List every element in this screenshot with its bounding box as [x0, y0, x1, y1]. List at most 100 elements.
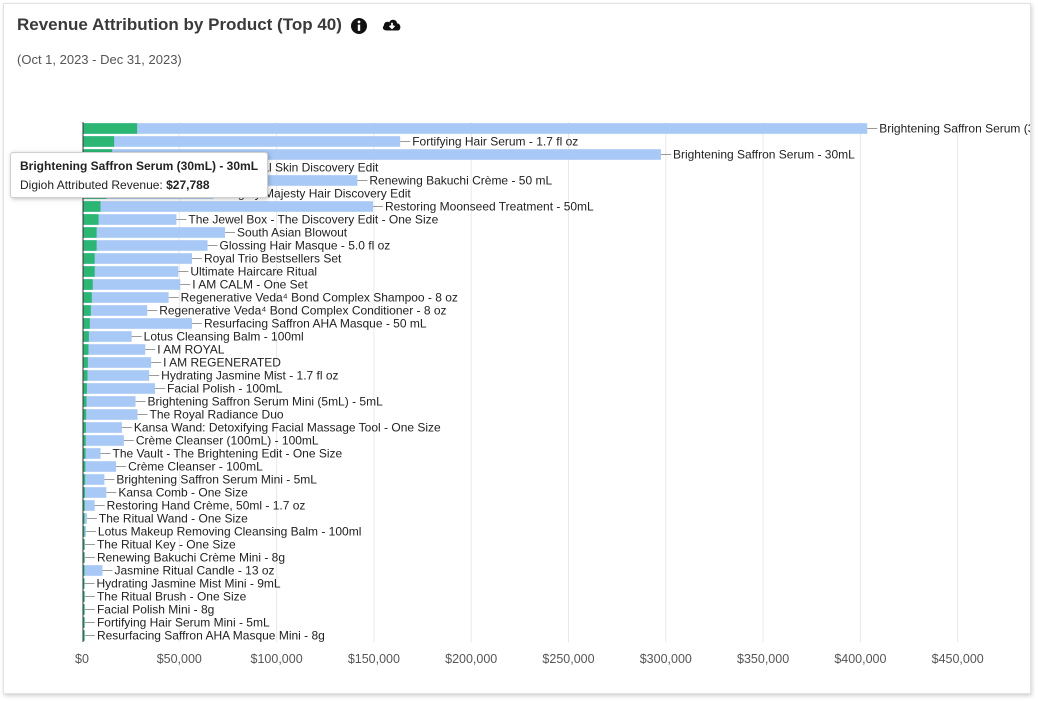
x-tick-label: $0 [75, 652, 89, 666]
bar-total [83, 240, 208, 251]
bar-label: I AM ROYAL [157, 343, 224, 357]
bar-chart: $0 $50,000 $100,000 $150,000 $200,000 $250,00… [75, 122, 1030, 666]
bar-attributed [83, 461, 86, 472]
bar-label: The Jewel Box - The Discovery Edit - One… [188, 213, 438, 227]
bar-total [83, 331, 132, 342]
bar-label: The Vault - The Brightening Edit - One S… [113, 447, 343, 461]
tooltip-value: $27,788 [166, 178, 210, 192]
bar-attributed [83, 565, 85, 576]
x-tick-label: $250,000 [542, 652, 594, 666]
bar-label: Restoring Hand Crème, 50ml - 1.7 oz [107, 499, 306, 513]
bar-total [83, 448, 101, 459]
x-tick-label: $50,000 [157, 652, 202, 666]
bar-total [83, 435, 124, 446]
bar-total [83, 370, 150, 381]
bar-attributed [83, 292, 92, 303]
cloud-download-icon[interactable] [381, 15, 403, 35]
bar-attributed [83, 487, 85, 498]
x-tick-label: $300,000 [640, 652, 692, 666]
bar-label: Regenerative Veda⁴ Bond Complex Shampoo … [181, 291, 458, 305]
bar-attributed [83, 266, 95, 277]
bar-total [83, 214, 177, 225]
bar-label: Brightening Saffron Serum Mini (5mL) - 5… [148, 395, 384, 409]
bar-label: Royal Skin Discovery Edit [241, 161, 379, 175]
info-icon[interactable] [349, 16, 369, 36]
bar-label: Kansa Wand: Detoxifying Facial Massage T… [134, 421, 441, 435]
bar-label: Lotus Cleansing Balm - 100ml [144, 330, 304, 344]
bar-label: Facial Polish Mini - 8g [97, 603, 214, 617]
bar-total [83, 565, 103, 576]
bar-label: Ultimate Haircare Ritual [190, 265, 317, 279]
bar-label: Crème Cleanser - 100mL [128, 460, 263, 474]
bar-attributed [83, 500, 85, 511]
bar-label: Fortifying Hair Serum Mini - 5mL [97, 616, 270, 630]
chart-card: $0 $50,000 $100,000 $150,000 $200,000 $250,00… [3, 3, 1031, 694]
bar-attributed [83, 513, 85, 524]
bar-total [83, 279, 181, 290]
bar-attributed [83, 331, 89, 342]
bar-attributed [83, 474, 86, 485]
bar-attributed [83, 370, 88, 381]
bar-total [83, 227, 226, 238]
bar-label: Jasmine Ritual Candle - 13 oz [114, 564, 274, 578]
bar-label: Resurfacing Saffron AHA Masque Mini - 8g [97, 629, 325, 643]
bar-attributed [83, 526, 85, 537]
bar-attributed [83, 578, 85, 589]
bar-label: Brightening Saffron Serum Mini - 5mL [116, 473, 317, 487]
tooltip-label: Digioh Attributed Revenue: [20, 178, 163, 192]
bar-label: Restoring Moonseed Treatment - 50mL [385, 200, 594, 214]
chart-tooltip: Brightening Saffron Serum (30mL) - 30mL … [10, 152, 269, 198]
bar-label: Regenerative Veda⁴ Bond Complex Conditio… [159, 304, 446, 318]
bar-label: Renewing Bakuchi Crème Mini - 8g [97, 551, 285, 565]
bar-label: The Ritual Brush - One Size [97, 590, 247, 604]
x-tick-label: $200,000 [445, 652, 497, 666]
bar-total [83, 201, 373, 212]
bar-label: Hydrating Jasmine Mist - 1.7 fl oz [161, 369, 338, 383]
chart-title: Revenue Attribution by Product (Top 40) [17, 15, 342, 34]
bar-attributed [83, 344, 89, 355]
bar-label: Facial Polish - 100mL [167, 382, 283, 396]
bar-label: Glossing Hair Masque - 5.0 fl oz [220, 239, 391, 253]
bar-label: Resurfacing Saffron AHA Masque - 50 mL [204, 317, 427, 331]
bar-label: Renewing Bakuchi Crème - 50 mL [369, 174, 552, 188]
bar-total [83, 305, 148, 316]
bar-attributed [83, 448, 86, 459]
bar-total [83, 409, 138, 420]
bar-attributed [83, 409, 87, 420]
bar-label: Kansa Comb - One Size [118, 486, 248, 500]
bar-total [83, 500, 95, 511]
bar-total [83, 487, 107, 498]
bar-attributed [83, 435, 86, 446]
bar-attributed [83, 253, 95, 264]
bar-attributed [83, 305, 91, 316]
bar-total [83, 513, 87, 524]
date-range: (Oct 1, 2023 - Dec 31, 2023) [17, 52, 182, 67]
bar-total [83, 123, 868, 134]
x-tick-label: $400,000 [834, 652, 886, 666]
bar-total [83, 422, 122, 433]
bar-label: The Ritual Key - One Size [97, 538, 236, 552]
bar-total [83, 149, 661, 160]
bar-label: Fortifying Hair Serum - 1.7 fl oz [412, 135, 578, 149]
tooltip-body: Digioh Attributed Revenue: $27,788 [20, 178, 258, 192]
bar-attributed [83, 214, 99, 225]
bar-total [83, 383, 156, 394]
bar-total [83, 396, 136, 407]
bar-attributed [83, 396, 87, 407]
bar-attributed [83, 422, 86, 433]
bar-total [83, 136, 401, 147]
bar-total [83, 253, 192, 264]
tooltip-title: Brightening Saffron Serum (30mL) - 30mL [20, 159, 259, 173]
bar-attributed [83, 591, 85, 602]
bar-label: The Ritual Wand - One Size [99, 512, 248, 526]
bar-total [83, 474, 105, 485]
bar-attributed [83, 279, 93, 290]
bar-total [83, 266, 179, 277]
bar-attributed [83, 227, 97, 238]
x-tick-label: $150,000 [348, 652, 400, 666]
bar-label: Royal Trio Bestsellers Set [204, 252, 342, 266]
bar-attributed [83, 617, 85, 628]
bar-label: Lotus Makeup Removing Cleansing Balm - 1… [98, 525, 361, 539]
bar-attributed [83, 123, 138, 134]
bar-attributed [83, 383, 87, 394]
